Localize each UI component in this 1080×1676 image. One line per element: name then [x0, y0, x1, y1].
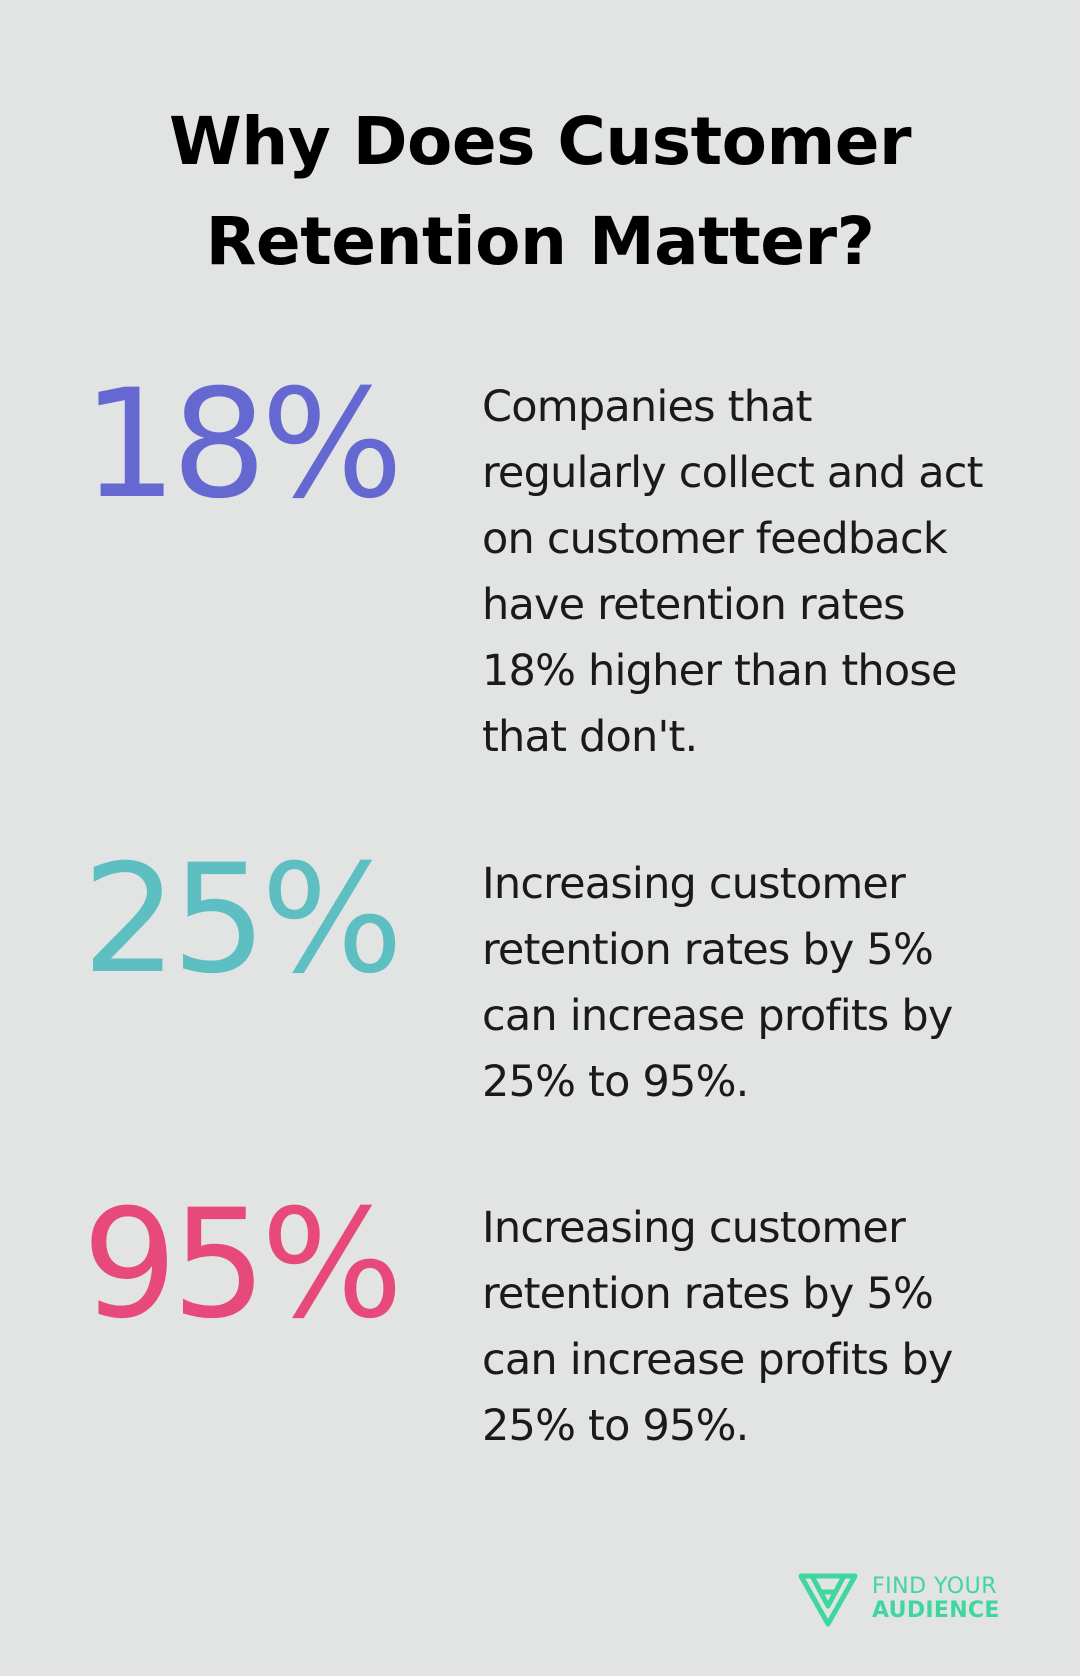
page-title: Why Does Customer Retention Matter? — [168, 103, 912, 280]
brand-text-line2: AUDIENCE — [872, 1598, 1000, 1623]
stat-description: Increasing customer retention rates by 5… — [482, 859, 953, 1107]
stat-description: Increasing customer retention rates by 5… — [482, 1203, 953, 1451]
stat-value: 25% — [82, 833, 403, 1007]
brand-logo: FIND YOUR AUDIENCE — [798, 1572, 1038, 1628]
stat-description: Companies that regularly collect and act… — [482, 382, 983, 762]
brand-text-line1: FIND YOUR — [872, 1574, 997, 1599]
triangle-logo-icon — [798, 1573, 858, 1627]
stat-value: 95% — [82, 1178, 403, 1352]
stat-value: 18% — [82, 358, 403, 532]
